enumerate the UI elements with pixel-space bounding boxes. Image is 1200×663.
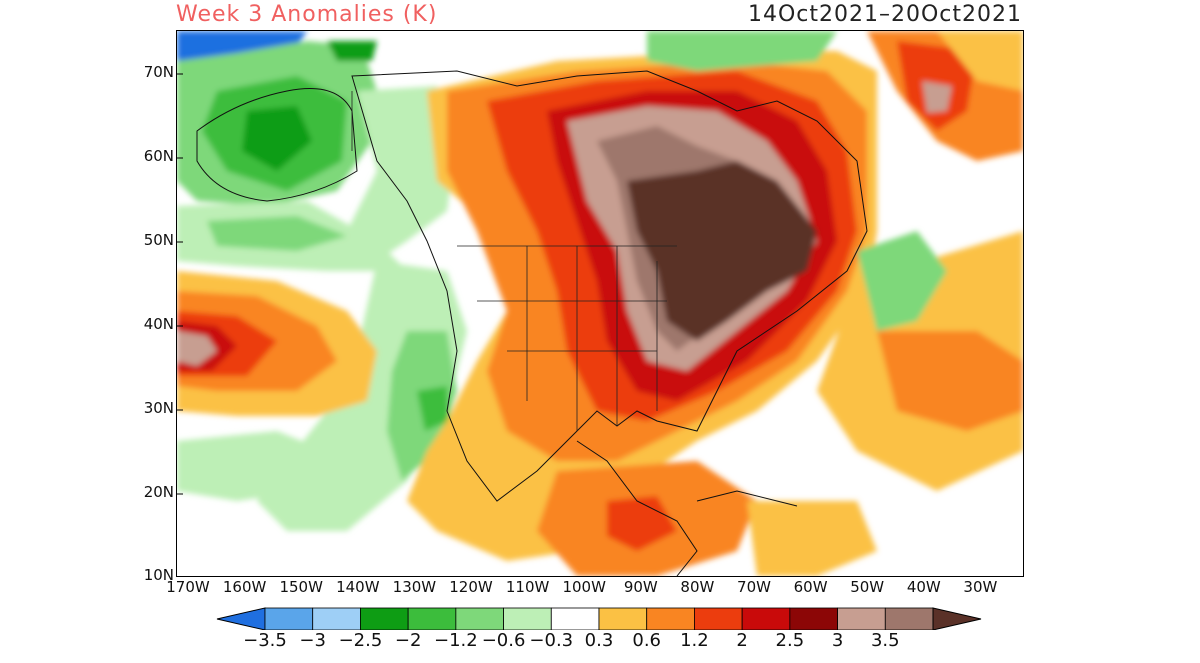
colorbar-segment bbox=[407, 607, 457, 630]
lon-label: 70W bbox=[737, 578, 771, 596]
colorbar-segment bbox=[837, 607, 886, 630]
colorbar-tick-label: 3.5 bbox=[870, 630, 900, 651]
colorbar-segment bbox=[503, 607, 552, 630]
colorbar-segment bbox=[884, 607, 934, 630]
lat-label: 20N bbox=[143, 483, 174, 501]
colorbar-segment bbox=[312, 607, 361, 630]
lat-label: 10N bbox=[143, 566, 174, 584]
lon-label: 170W bbox=[166, 578, 210, 596]
colorbar-tick-label: 0.6 bbox=[632, 630, 662, 651]
colorbar-segment bbox=[598, 607, 648, 630]
anomaly-map bbox=[176, 30, 1024, 577]
colorbar-tick-label: −0.6 bbox=[481, 630, 526, 651]
lon-label: 30W bbox=[963, 578, 998, 596]
lat-label: 50N bbox=[143, 231, 174, 249]
lon-label: 100W bbox=[562, 578, 606, 596]
lon-label: 90W bbox=[623, 578, 658, 596]
colorbar-tick-label: −3.5 bbox=[243, 630, 287, 651]
date-range: 14Oct2021–20Oct2021 bbox=[747, 2, 1022, 27]
lon-label: 110W bbox=[505, 578, 550, 596]
colorbar-tick-label: −2 bbox=[394, 630, 422, 651]
map-title: Week 3 Anomalies (K) bbox=[176, 2, 438, 27]
lat-label: 70N bbox=[143, 63, 174, 81]
colorbar-tick-label: 2.5 bbox=[775, 630, 805, 651]
colorbar-segment bbox=[455, 607, 504, 630]
lon-label: 130W bbox=[392, 578, 437, 596]
colorbar-tick-label: −0.3 bbox=[529, 630, 574, 651]
lon-label: 160W bbox=[222, 578, 267, 596]
colorbar-tick-label: 2 bbox=[736, 630, 748, 651]
lon-label: 60W bbox=[793, 578, 828, 596]
colorbar-tick-label: 3 bbox=[831, 630, 844, 651]
colorbar-segment bbox=[694, 607, 743, 630]
colorbar-tick-label: −2.5 bbox=[338, 630, 383, 651]
state-borders bbox=[351, 91, 677, 431]
lon-label: 140W bbox=[336, 578, 380, 596]
colorbar-tick-label: 0.3 bbox=[584, 630, 614, 651]
colorbar-min-arrow bbox=[216, 607, 266, 630]
lat-label: 30N bbox=[143, 399, 174, 417]
colorbar-segment bbox=[550, 607, 600, 630]
anomaly-shading bbox=[177, 31, 1023, 576]
lon-label: 80W bbox=[680, 578, 715, 596]
lon-label: 50W bbox=[850, 578, 885, 596]
colorbar-segment bbox=[264, 607, 314, 630]
coastlines bbox=[196, 70, 868, 576]
colorbar-segment bbox=[360, 607, 409, 630]
colorbar-segment bbox=[646, 607, 695, 630]
colorbar-tick-label: 1.2 bbox=[680, 630, 709, 651]
colorbar-max-arrow bbox=[932, 607, 982, 630]
colorbar-segment bbox=[741, 607, 791, 630]
colorbar bbox=[216, 607, 982, 630]
lat-label: 60N bbox=[143, 147, 174, 165]
colorbar-segment bbox=[789, 607, 838, 630]
lon-label: 40W bbox=[906, 578, 941, 596]
colorbar-tick-label: −3 bbox=[299, 630, 326, 651]
lon-label: 120W bbox=[449, 578, 493, 596]
lon-label: 150W bbox=[279, 578, 323, 596]
colorbar-tick-label: −1.2 bbox=[433, 630, 478, 651]
lat-label: 40N bbox=[143, 315, 174, 333]
lat-lon-ticks bbox=[177, 73, 183, 495]
